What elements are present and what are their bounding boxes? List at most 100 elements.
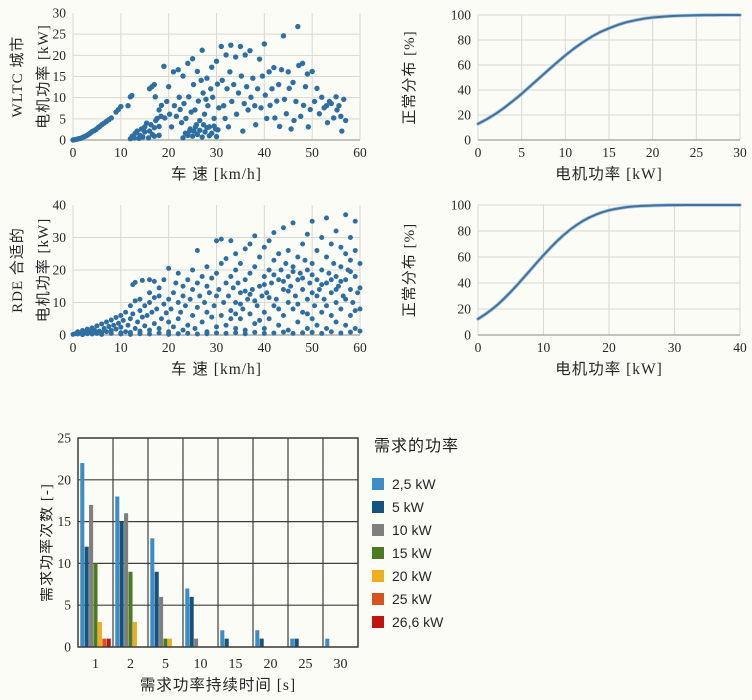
svg-text:60: 60: [458, 250, 472, 265]
svg-text:30: 30: [210, 340, 224, 355]
svg-text:25: 25: [690, 145, 704, 160]
svg-text:40: 40: [458, 276, 472, 291]
wltc-cdf-chart: 0 5 10 15 20 25 30 0 20 40 60 80 100 电机功率 [kW] 正常分布 [%…: [376, 0, 752, 190]
legend-item: 5 kW: [372, 495, 572, 518]
svg-text:100: 100: [451, 8, 472, 23]
wltc-scatter-chart: 0 10 20 30 40 50 60 0 5 10 15 20 25 30 车 速 [km/h] WLTC …: [0, 0, 376, 190]
svg-text:5: 5: [64, 598, 71, 613]
svg-text:0: 0: [59, 133, 66, 148]
svg-text:25: 25: [58, 431, 72, 446]
svg-text:20: 20: [458, 108, 472, 123]
rde-cdf-plot: 0 10 20 30 40 0 20 40 60 80 100 电机功率 [kW] 正常分布 [%]: [401, 198, 747, 379]
svg-text:0: 0: [70, 145, 77, 160]
legend-item-label: 25 kW: [392, 590, 432, 607]
svg-text:40: 40: [258, 145, 272, 160]
svg-text:60: 60: [353, 340, 367, 355]
legend-items: 2,5 kW 5 kW 10 kW 15 kW 20 kW 25 kW 26,6 kW: [372, 472, 572, 633]
svg-text:0: 0: [464, 328, 471, 343]
legend-swatch-icon: [372, 615, 384, 628]
svg-text:50: 50: [305, 145, 319, 160]
wltc-cdf-plot: 0 5 10 15 20 25 30 0 20 40 60 80 100 电机功率 [kW] 正常分布 [%…: [401, 8, 747, 184]
svg-text:5: 5: [518, 145, 525, 160]
svg-text:100: 100: [451, 198, 472, 213]
svg-text:20: 20: [264, 657, 278, 672]
svg-text:25: 25: [53, 27, 67, 42]
svg-text:0: 0: [70, 340, 77, 355]
legend-item: 15 kW: [372, 541, 572, 564]
legend-swatch-icon: [372, 592, 384, 605]
svg-text:40: 40: [733, 340, 747, 355]
legend-item: 10 kW: [372, 518, 572, 541]
svg-text:15: 15: [58, 514, 72, 529]
svg-text:0: 0: [475, 340, 482, 355]
svg-text:40: 40: [53, 198, 67, 213]
svg-text:15: 15: [229, 657, 243, 672]
legend-item: 25 kW: [372, 587, 572, 610]
svg-text:20: 20: [53, 263, 67, 278]
legend-swatch-icon: [372, 569, 384, 582]
legend-swatch-icon: [372, 523, 384, 536]
legend-swatch-icon: [372, 477, 384, 490]
svg-text:10: 10: [114, 340, 128, 355]
svg-text:10: 10: [194, 657, 208, 672]
svg-text:40: 40: [258, 340, 272, 355]
svg-text:30: 30: [53, 230, 67, 245]
legend-item-label: 15 kW: [392, 544, 432, 561]
bar-chart-legend: 需求的功率 2,5 kW 5 kW 10 kW 15 kW 20 kW 25 kW 26,6…: [372, 432, 572, 633]
svg-text:正常分布 [%]: 正常分布 [%]: [401, 223, 418, 317]
svg-text:需求功率次数 [-]: 需求功率次数 [-]: [40, 483, 55, 602]
svg-text:车 速 [km/h]: 车 速 [km/h]: [171, 360, 262, 378]
svg-text:50: 50: [305, 340, 319, 355]
svg-text:10: 10: [114, 145, 128, 160]
svg-text:WLTC 城市: WLTC 城市: [9, 36, 26, 118]
svg-text:20: 20: [162, 340, 176, 355]
svg-text:15: 15: [602, 145, 616, 160]
svg-text:80: 80: [458, 33, 472, 48]
svg-text:RDE 合适的: RDE 合适的: [9, 227, 26, 313]
svg-text:30: 30: [668, 340, 682, 355]
svg-text:25: 25: [299, 657, 313, 672]
svg-text:1: 1: [92, 657, 99, 672]
svg-text:0: 0: [59, 328, 66, 343]
svg-text:10: 10: [537, 340, 551, 355]
svg-text:5: 5: [59, 111, 66, 126]
svg-text:0: 0: [64, 640, 71, 655]
svg-text:电机功率 [kW]: 电机功率 [kW]: [555, 165, 663, 183]
svg-text:60: 60: [458, 58, 472, 73]
svg-text:10: 10: [53, 295, 67, 310]
svg-text:20: 20: [53, 48, 67, 63]
svg-text:30: 30: [733, 145, 747, 160]
svg-text:20: 20: [602, 340, 616, 355]
svg-text:20: 20: [458, 302, 472, 317]
svg-text:20: 20: [162, 145, 176, 160]
svg-text:15: 15: [53, 69, 67, 84]
svg-text:5: 5: [162, 657, 169, 672]
svg-text:30: 30: [334, 657, 348, 672]
svg-text:0: 0: [475, 145, 482, 160]
svg-text:60: 60: [353, 145, 367, 160]
rde-cdf-chart: 0 10 20 30 40 0 20 40 60 80 100 电机功率 [kW] 正常分布 [%]: [376, 190, 752, 380]
svg-text:20: 20: [646, 145, 660, 160]
power-demand-bar-chart: 1 2 5 10 15 20 25 30 0 5 10 15 20 25 需求功率持续时间 [s] 需求功率次…: [40, 420, 380, 700]
svg-text:0: 0: [464, 133, 471, 148]
svg-text:30: 30: [53, 6, 67, 21]
svg-text:30: 30: [210, 145, 224, 160]
svg-text:正常分布 [%]: 正常分布 [%]: [401, 30, 418, 124]
legend-item: 20 kW: [372, 564, 572, 587]
rde-scatter-chart: 0 10 20 30 40 50 60 0 10 20 30 40 车 速 [km/h] RDE 合适的电…: [0, 190, 376, 380]
svg-text:20: 20: [58, 472, 72, 487]
legend-item-label: 26,6 kW: [392, 613, 444, 630]
wltc-scatter-plot: 0 10 20 30 40 50 60 0 5 10 15 20 25 30 车 速 [km/h] WLTC …: [9, 6, 367, 184]
legend-item: 2,5 kW: [372, 472, 572, 495]
legend-swatch-icon: [372, 500, 384, 513]
legend-item-label: 2,5 kW: [392, 475, 436, 492]
svg-text:2: 2: [127, 657, 134, 672]
svg-text:40: 40: [458, 83, 472, 98]
svg-text:80: 80: [458, 224, 472, 239]
svg-text:车 速 [km/h]: 车 速 [km/h]: [171, 165, 262, 183]
svg-text:电机功率 [kW]: 电机功率 [kW]: [555, 360, 663, 378]
legend-item-label: 10 kW: [392, 521, 432, 538]
svg-text:电机功率 [kW]: 电机功率 [kW]: [35, 24, 52, 128]
